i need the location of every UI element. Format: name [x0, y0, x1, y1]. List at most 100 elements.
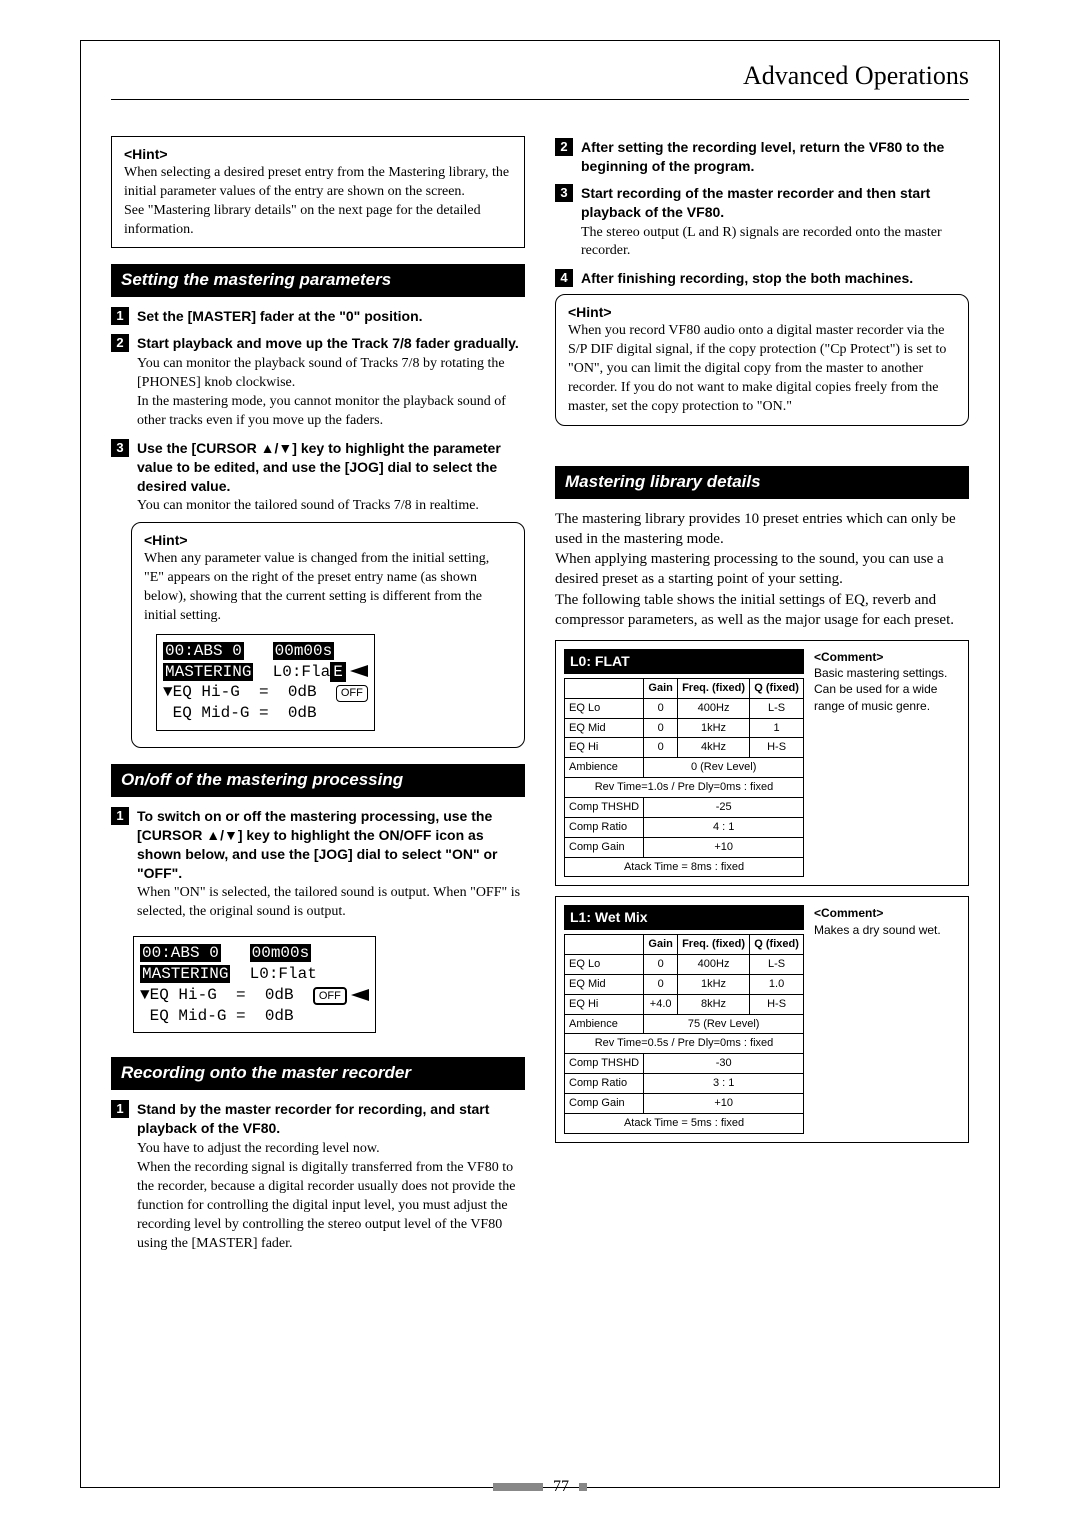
step-title: After setting the recording level, retur…	[581, 138, 969, 176]
cell: 0	[644, 718, 678, 738]
step-title: Set the [MASTER] fader at the "0" positi…	[137, 307, 525, 326]
step-onoff: 1 To switch on or off the mastering proc…	[111, 807, 525, 922]
th-q: Q (fixed)	[750, 678, 804, 698]
lcd-l1b: 00m00s	[273, 642, 335, 660]
step-3: 3 Use the [CURSOR ▲/▼] key to highlight …	[111, 439, 525, 517]
cell: -25	[644, 797, 804, 817]
cell: +10	[644, 1093, 804, 1113]
cell: EQ Lo	[565, 955, 644, 975]
cell: 0 (Rev Level)	[644, 758, 804, 778]
cell: Ambience	[565, 1014, 644, 1034]
preset-bar: L0: FLAT	[564, 649, 804, 674]
cell: 4kHz	[677, 738, 749, 758]
lcd2-l4: EQ Mid-G = 0dB	[140, 1006, 369, 1027]
arrow-left-icon	[351, 989, 369, 1001]
left-column: <Hint> When selecting a desired preset e…	[111, 130, 525, 1259]
preset-table: Gain Freq. (fixed) Q (fixed) EQ Lo 0 400…	[564, 678, 804, 877]
hint-text: When you record VF80 audio onto a digita…	[568, 322, 956, 416]
cell: +10	[644, 837, 804, 857]
lcd2-l3: ▼EQ Hi-G = 0dB	[140, 986, 294, 1004]
lcd-l2a: MASTERING	[163, 663, 253, 681]
cell: L-S	[750, 955, 804, 975]
page-number: 77	[493, 1478, 587, 1496]
section-recording: Recording onto the master recorder	[111, 1057, 525, 1090]
step-title: Use the [CURSOR ▲/▼] key to highlight th…	[137, 439, 525, 496]
step-title: Start recording of the master recorder a…	[581, 184, 969, 222]
lcd2-l2b: L0:Flat	[250, 965, 317, 983]
preset-l0: L0: FLAT Gain Freq. (fixed) Q (fixed) EQ…	[555, 640, 969, 886]
page: Advanced Operations <Hint> When selectin…	[80, 40, 1000, 1488]
cell: Rev Time=1.0s / Pre Dly=0ms : fixed	[565, 778, 804, 798]
off-indicator: OFF	[313, 987, 347, 1005]
cell: Atack Time = 8ms : fixed	[565, 857, 804, 877]
comment-title: <Comment>	[814, 905, 960, 921]
comment-text: Basic mastering settings. Can be used fo…	[814, 665, 960, 714]
step-title: Start playback and move up the Track 7/8…	[137, 334, 525, 353]
section-library: Mastering library details	[555, 466, 969, 499]
cell: 400Hz	[677, 698, 749, 718]
pagenum-dot-icon	[579, 1483, 587, 1491]
step-2: 2 Start playback and move up the Track 7…	[111, 334, 525, 430]
preset-bar: L1: Wet Mix	[564, 905, 804, 930]
cell: Atack Time = 5ms : fixed	[565, 1113, 804, 1133]
comment-title: <Comment>	[814, 649, 960, 665]
th-gain: Gain	[644, 935, 678, 955]
step-rec-1: 1 Stand by the master recorder for recor…	[111, 1100, 525, 1253]
hint-title: <Hint>	[568, 303, 956, 322]
preset-comment: <Comment> Makes a dry sound wet.	[814, 905, 960, 1133]
cell: H-S	[750, 738, 804, 758]
lcd-screenshot-1: 00:ABS 0 00m00s MASTERING L0:FlaE ▼EQ Hi…	[156, 634, 375, 731]
section-onoff: On/off of the mastering processing	[111, 764, 525, 797]
step-text: When "ON" is selected, the tailored soun…	[137, 884, 525, 922]
preset-table: Gain Freq. (fixed) Q (fixed) EQ Lo 0 400…	[564, 934, 804, 1133]
cell: 1	[750, 718, 804, 738]
cell: Comp Ratio	[565, 817, 644, 837]
step-r3: 3 Start recording of the master recorder…	[555, 184, 969, 262]
lcd-screenshot-2: 00:ABS 0 00m00s MASTERING L0:Flat ▼EQ Hi…	[133, 936, 376, 1033]
library-intro: The mastering library provides 10 preset…	[555, 509, 969, 631]
cell: 1kHz	[677, 718, 749, 738]
step-num: 2	[555, 138, 573, 156]
cell: -30	[644, 1054, 804, 1074]
cell: Comp Ratio	[565, 1074, 644, 1094]
cell: 4 : 1	[644, 817, 804, 837]
th-gain: Gain	[644, 678, 678, 698]
cell: 0	[644, 738, 678, 758]
step-num: 3	[111, 439, 129, 457]
hint-box-2: <Hint> When any parameter value is chang…	[131, 522, 525, 748]
cell: +4.0	[644, 994, 678, 1014]
cell: 1kHz	[677, 974, 749, 994]
cell: 1.0	[750, 974, 804, 994]
cell: EQ Lo	[565, 698, 644, 718]
hint-text: When any parameter value is changed from…	[144, 550, 512, 626]
cell: 8kHz	[677, 994, 749, 1014]
hint-title: <Hint>	[124, 145, 512, 164]
step-r2: 2 After setting the recording level, ret…	[555, 138, 969, 176]
lcd-l1a: 00:ABS 0	[163, 642, 244, 660]
lcd-edited-marker: E	[330, 662, 346, 682]
step-num: 1	[111, 1100, 129, 1118]
cell: 75 (Rev Level)	[644, 1014, 804, 1034]
step-num: 2	[111, 334, 129, 352]
right-column: 2 After setting the recording level, ret…	[555, 130, 969, 1259]
columns: <Hint> When selecting a desired preset e…	[111, 130, 969, 1259]
lcd2-l1b: 00m00s	[250, 944, 312, 962]
step-num: 1	[111, 307, 129, 325]
step-r4: 4 After finishing recording, stop the bo…	[555, 269, 969, 288]
lcd-l4: EQ Mid-G = 0dB	[163, 703, 368, 724]
step-title: After finishing recording, stop the both…	[581, 269, 969, 288]
cell: Rev Time=0.5s / Pre Dly=0ms : fixed	[565, 1034, 804, 1054]
off-indicator: OFF	[336, 685, 368, 701]
hint-box-r: <Hint> When you record VF80 audio onto a…	[555, 294, 969, 425]
cell: EQ Hi	[565, 994, 644, 1014]
step-text: You can monitor the tailored sound of Tr…	[137, 497, 525, 516]
step-num: 1	[111, 807, 129, 825]
th-freq: Freq. (fixed)	[677, 935, 749, 955]
cell: 0	[644, 974, 678, 994]
preset-comment: <Comment> Basic mastering settings. Can …	[814, 649, 960, 877]
arrow-left-icon	[350, 665, 368, 677]
cell: EQ Hi	[565, 738, 644, 758]
cell: 0	[644, 955, 678, 975]
step-title: To switch on or off the mastering proces…	[137, 807, 525, 883]
cell: Comp THSHD	[565, 797, 644, 817]
